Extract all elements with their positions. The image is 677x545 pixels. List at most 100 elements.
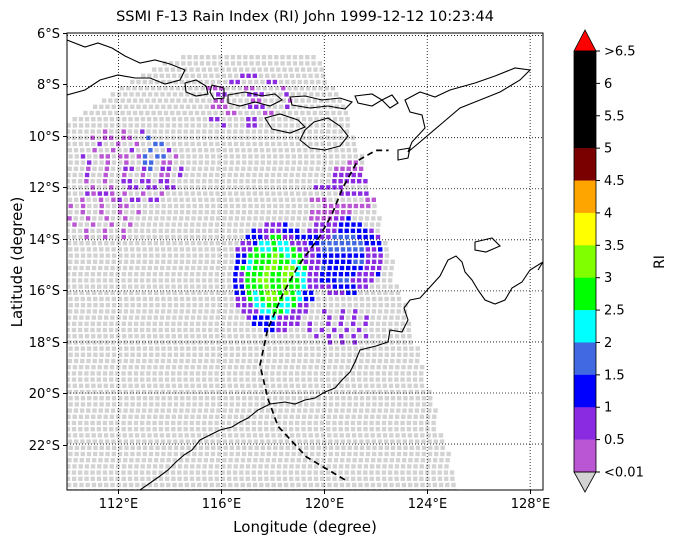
no-rain-pixel: [235, 210, 240, 215]
rain-pixel: [208, 117, 214, 122]
rain-pixel: [309, 197, 314, 202]
rain-pixel: [325, 278, 331, 283]
no-rain-pixel: [264, 420, 269, 426]
no-rain-pixel: [129, 265, 134, 271]
no-rain-pixel: [363, 420, 368, 426]
rain-pixel: [282, 327, 287, 333]
rain-pixel: [294, 278, 300, 283]
no-rain-pixel: [141, 340, 147, 345]
no-rain-pixel: [134, 433, 140, 438]
no-rain-pixel: [154, 104, 160, 109]
no-rain-pixel: [408, 408, 413, 413]
no-rain-pixel: [381, 427, 387, 432]
no-rain-pixel: [300, 110, 305, 116]
rain-pixel: [282, 278, 287, 283]
no-rain-pixel: [78, 420, 83, 426]
no-rain-pixel: [118, 160, 123, 165]
no-rain-pixel: [160, 340, 165, 345]
no-rain-pixel: [289, 191, 295, 196]
rain-pixel: [326, 185, 331, 190]
no-rain-pixel: [264, 371, 269, 376]
no-rain-pixel: [233, 365, 239, 370]
no-rain-pixel: [265, 340, 271, 345]
no-rain-pixel: [301, 222, 307, 227]
rain-pixel: [246, 241, 252, 246]
no-rain-pixel: [216, 197, 221, 202]
no-rain-pixel: [197, 482, 202, 488]
no-rain-pixel: [350, 420, 356, 426]
no-rain-pixel: [241, 346, 247, 351]
no-rain-pixel: [375, 427, 381, 432]
no-rain-pixel: [189, 228, 194, 233]
no-rain-pixel: [277, 73, 282, 78]
rain-pixel: [291, 253, 297, 258]
no-rain-pixel: [295, 222, 300, 227]
no-rain-pixel: [234, 73, 239, 78]
rain-pixel: [295, 284, 300, 289]
no-rain-pixel: [116, 383, 121, 388]
no-rain-pixel: [135, 458, 140, 463]
no-rain-pixel: [320, 334, 325, 339]
no-rain-pixel: [395, 433, 400, 438]
no-rain-pixel: [173, 160, 179, 165]
no-rain-pixel: [264, 427, 269, 432]
no-rain-pixel: [233, 321, 238, 326]
no-rain-pixel: [183, 129, 188, 134]
rain-pixel: [259, 265, 264, 271]
rain-pixel: [369, 278, 374, 283]
no-rain-pixel: [133, 470, 139, 475]
no-rain-pixel: [245, 476, 250, 481]
no-rain-pixel: [376, 315, 382, 320]
no-rain-pixel: [140, 321, 145, 326]
no-rain-pixel: [240, 92, 246, 97]
no-rain-pixel: [204, 451, 209, 457]
no-rain-pixel: [87, 303, 92, 308]
rain-pixel: [260, 104, 265, 109]
no-rain-pixel: [351, 383, 356, 388]
rain-pixel: [99, 154, 104, 159]
no-rain-pixel: [406, 420, 411, 426]
no-rain-pixel: [297, 197, 302, 202]
no-rain-pixel: [296, 433, 301, 438]
no-rain-pixel: [197, 166, 203, 171]
no-rain-pixel: [281, 98, 287, 103]
no-rain-pixel: [123, 148, 128, 153]
no-rain-pixel: [222, 340, 227, 345]
no-rain-pixel: [377, 309, 383, 314]
no-rain-pixel: [282, 470, 287, 475]
no-rain-pixel: [116, 123, 121, 128]
no-rain-pixel: [291, 346, 296, 351]
no-rain-pixel: [167, 439, 172, 444]
no-rain-pixel: [236, 55, 242, 60]
rain-pixel: [258, 321, 263, 326]
no-rain-pixel: [440, 445, 445, 450]
rain-pixel: [248, 303, 253, 308]
no-rain-pixel: [122, 123, 127, 128]
no-rain-pixel: [68, 154, 73, 159]
no-rain-pixel: [202, 123, 208, 128]
rain-pixel: [351, 272, 356, 277]
no-rain-pixel: [96, 278, 101, 283]
no-rain-pixel: [307, 185, 312, 190]
no-rain-pixel: [191, 309, 197, 314]
no-rain-pixel: [152, 222, 158, 227]
no-rain-pixel: [135, 389, 141, 395]
no-rain-pixel: [309, 340, 314, 345]
no-rain-pixel: [328, 197, 333, 202]
no-rain-pixel: [165, 334, 170, 339]
no-rain-pixel: [67, 408, 72, 413]
no-rain-pixel: [191, 389, 196, 395]
no-rain-pixel: [173, 396, 179, 401]
rain-pixel: [152, 185, 157, 190]
rain-pixel: [353, 259, 358, 264]
no-rain-pixel: [260, 197, 265, 202]
rain-pixel: [241, 259, 247, 264]
rain-pixel: [283, 315, 289, 320]
no-rain-pixel: [122, 433, 127, 438]
no-rain-pixel: [316, 203, 321, 209]
no-rain-pixel: [103, 123, 109, 128]
no-rain-pixel: [310, 203, 315, 209]
no-rain-pixel: [288, 135, 294, 140]
no-rain-pixel: [204, 210, 209, 215]
no-rain-pixel: [375, 278, 380, 283]
